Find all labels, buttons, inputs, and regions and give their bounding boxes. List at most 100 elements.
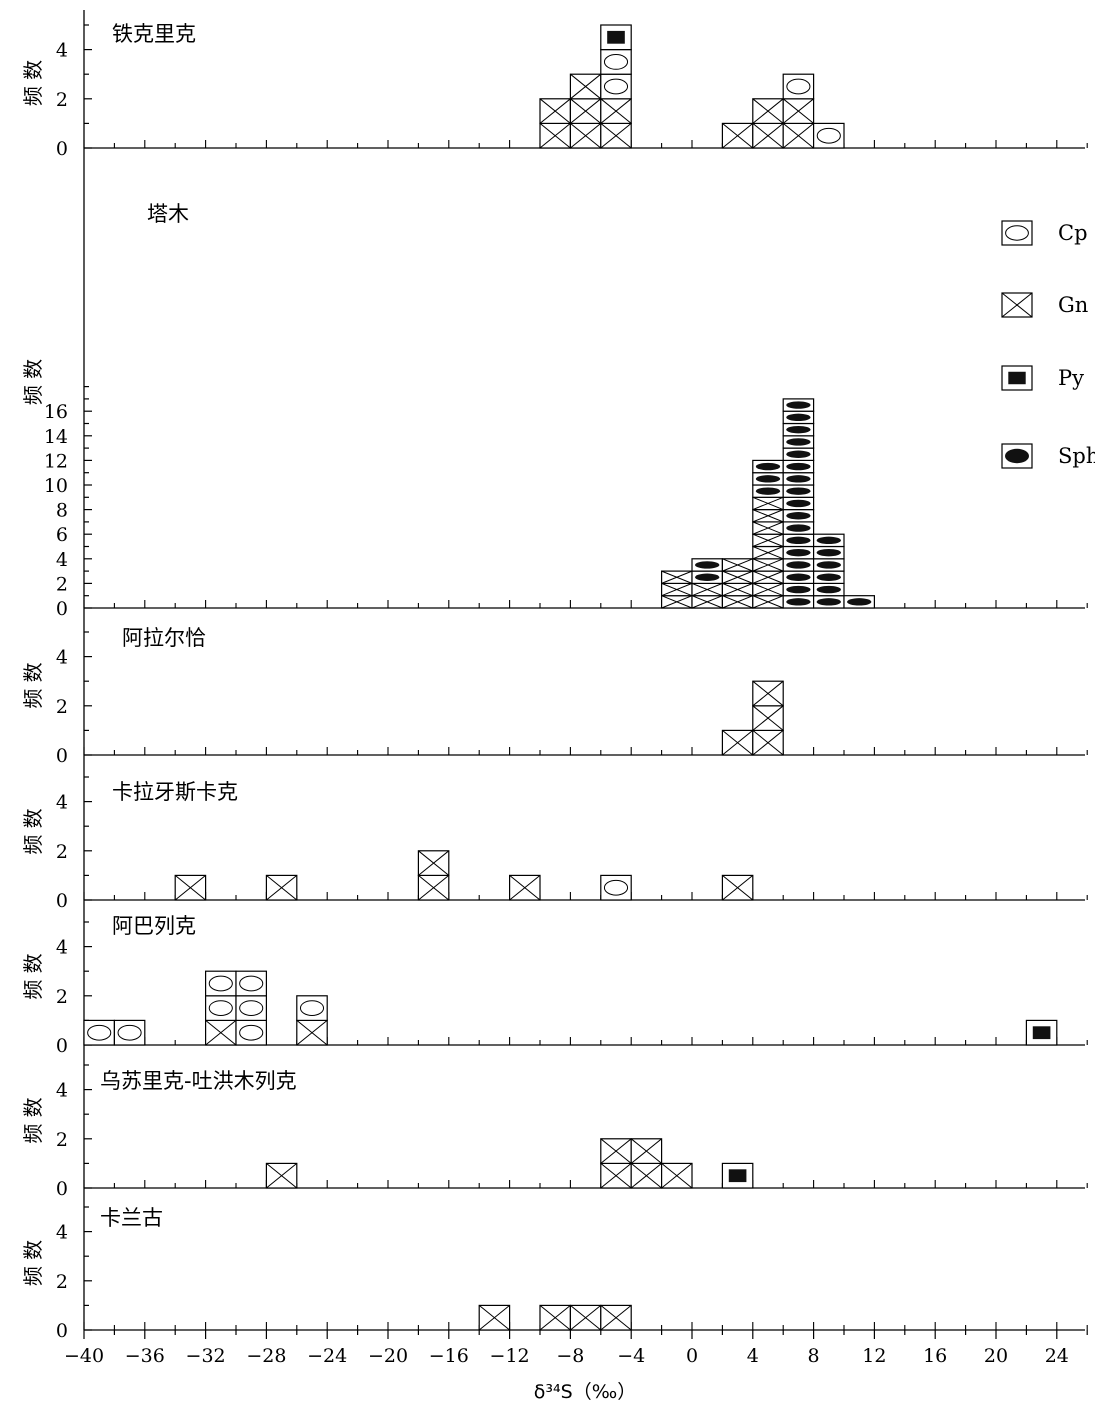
y-tick-label: 4	[56, 549, 68, 571]
bar-cell-cp	[205, 970, 237, 997]
y-tick-label: 0	[56, 1320, 68, 1342]
panel-4: 0 2 4 频 数 卡拉牙斯卡克	[21, 755, 1088, 912]
bar-cell-cp	[296, 995, 328, 1021]
x-tick-label: −24	[307, 1345, 347, 1367]
bar-cell-gn	[174, 874, 207, 901]
y-tick-label: 4	[56, 1222, 68, 1244]
bar-cell-gn	[630, 1162, 663, 1189]
bar-cell-gn	[630, 1138, 663, 1165]
y-tick-label: 10	[44, 475, 68, 497]
x-axis-label: δ³⁴S（‰）	[534, 1381, 636, 1403]
bar-cell-gn	[660, 582, 693, 597]
bar-cell-gn	[660, 595, 693, 609]
bar-cell-gn	[721, 582, 754, 597]
bar-cell-sph	[812, 558, 845, 572]
y-axis-label: 频 数	[21, 359, 45, 405]
bar-cell-cp	[205, 995, 237, 1021]
bar-cell-sph	[843, 595, 875, 609]
bar-cell-sph	[691, 570, 723, 584]
x-tick-label: 20	[984, 1345, 1008, 1367]
y-tick-label: 2	[56, 841, 68, 863]
bar-cell-sph	[782, 484, 815, 498]
y-tick-label: 2	[56, 1129, 68, 1151]
x-tick-label: −20	[368, 1345, 408, 1367]
bar-cell-sph	[782, 595, 815, 609]
bar-cell-sph	[782, 459, 815, 474]
x-tick-label: 8	[808, 1345, 820, 1367]
x-tick-label: −36	[125, 1345, 165, 1367]
y-axis-label: 频 数	[21, 662, 45, 708]
y-tick-label: 2	[56, 696, 68, 718]
bar-cell-sph	[782, 410, 815, 425]
legend-symbol-gn	[1001, 292, 1033, 318]
bar-cell-gn	[265, 874, 298, 901]
y-tick-label: 12	[44, 450, 68, 472]
bar-cell-py	[721, 1162, 754, 1189]
legend-symbol-cp	[1001, 220, 1033, 246]
y-tick-label: 0	[56, 890, 68, 912]
bar-cell-gn	[752, 98, 784, 125]
bar-cell-gn	[569, 98, 602, 125]
bar-cell-gn	[752, 122, 784, 149]
y-tick-label: 6	[56, 524, 68, 546]
panel-3: 0 2 4 频 数 阿拉尔恰	[21, 608, 1088, 767]
bar-cell-gn	[569, 73, 602, 100]
panel-title: 卡兰古	[100, 1206, 163, 1230]
bar-cell-gn	[721, 729, 754, 756]
bar-cell-gn	[721, 122, 754, 149]
bar-cell-gn	[752, 521, 784, 535]
bar-cell-gn	[296, 1019, 328, 1046]
y-axis-label: 频 数	[21, 1097, 45, 1143]
bar-cell-cp	[600, 48, 632, 75]
x-tick-label: −28	[246, 1345, 286, 1367]
bar-cell-gn	[691, 582, 723, 597]
y-tick-label: 2	[56, 1271, 68, 1293]
bar-cell-sph	[752, 459, 784, 474]
bar-cell-sph	[812, 582, 845, 597]
bar-cell-sph	[812, 595, 845, 609]
bar-cell-gn	[569, 122, 602, 149]
bar-cell-gn	[752, 582, 784, 597]
bar-cell-sph	[782, 422, 815, 437]
bar-cell-cp	[600, 73, 632, 100]
y-tick-label: 4	[56, 40, 68, 62]
bar-cell-gn	[569, 1304, 602, 1331]
x-tick-label: −4	[617, 1345, 645, 1367]
x-tick-label: 12	[862, 1345, 886, 1367]
bar-cell-gn	[417, 850, 450, 876]
y-tick-label: 4	[56, 1080, 68, 1102]
bar-cell-gn	[752, 545, 784, 560]
panel-7: 0 2 4 频 数 卡兰古	[21, 1188, 1088, 1342]
bar-cell-cp	[113, 1019, 146, 1046]
bar-cell-sph	[691, 558, 723, 572]
legend-symbol-py	[1001, 365, 1033, 391]
bar-cell-sph	[782, 570, 815, 584]
bar-cell-sph	[782, 398, 815, 412]
bar-cell-gn	[752, 680, 784, 707]
legend-label-cp: Cp	[1058, 221, 1088, 245]
y-axis-label: 频 数	[21, 808, 45, 854]
bar-cell-py	[600, 24, 632, 51]
bar-cell-sph	[782, 496, 815, 511]
y-tick-label: 0	[56, 745, 68, 767]
y-tick-label: 4	[56, 792, 68, 814]
x-tick-label: 16	[923, 1345, 947, 1367]
bar-cell-gn	[752, 595, 784, 609]
y-tick-label: 0	[56, 598, 68, 620]
bar-cell-gn	[600, 1138, 632, 1165]
bar-cell-gn	[539, 98, 571, 125]
bar-cell-gn	[539, 1304, 571, 1331]
y-tick-label: 16	[44, 401, 68, 423]
y-axis-label: 频 数	[21, 953, 45, 999]
y-tick-label: 2	[56, 986, 68, 1008]
x-tick-label: −16	[429, 1345, 469, 1367]
bar-cell-sph	[782, 558, 815, 572]
bar-cell-gn	[752, 558, 784, 572]
panel-title: 阿拉尔恰	[122, 626, 206, 650]
panel-6: 0 2 4 频 数 乌苏里克-吐洪木列克	[21, 1045, 1088, 1200]
legend-label-py: Py	[1058, 366, 1084, 390]
bar-cell-gn	[600, 1304, 632, 1331]
bar-cell-sph	[812, 545, 845, 560]
y-tick-label: 8	[56, 500, 68, 522]
